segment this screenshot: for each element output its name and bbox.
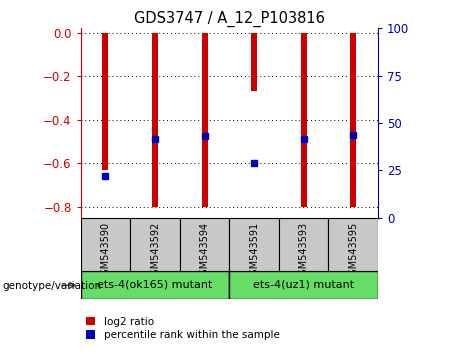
Text: ets-4(uz1) mutant: ets-4(uz1) mutant (253, 280, 354, 290)
Bar (301, 33, 307, 207)
Bar (81, 271, 230, 299)
Title: GDS3747 / A_12_P103816: GDS3747 / A_12_P103816 (134, 11, 325, 27)
Bar (229, 218, 279, 271)
Legend: log2 ratio, percentile rank within the sample: log2 ratio, percentile rank within the s… (86, 317, 279, 340)
Bar (328, 218, 378, 271)
Bar (180, 218, 229, 271)
Bar (251, 33, 257, 91)
Text: genotype/variation: genotype/variation (2, 281, 101, 291)
Bar (152, 33, 158, 207)
Text: GSM543593: GSM543593 (299, 222, 309, 281)
Bar (102, 33, 108, 170)
Text: GSM543594: GSM543594 (200, 222, 210, 281)
Bar (350, 33, 356, 207)
Bar (279, 218, 328, 271)
Bar (81, 218, 130, 271)
Bar (201, 33, 207, 207)
Text: GSM543592: GSM543592 (150, 222, 160, 281)
Bar (229, 271, 378, 299)
Text: GSM543595: GSM543595 (348, 222, 358, 281)
Text: GSM543590: GSM543590 (100, 222, 111, 281)
Bar (130, 218, 180, 271)
Text: GSM543591: GSM543591 (249, 222, 259, 281)
Text: ets-4(ok165) mutant: ets-4(ok165) mutant (97, 280, 213, 290)
